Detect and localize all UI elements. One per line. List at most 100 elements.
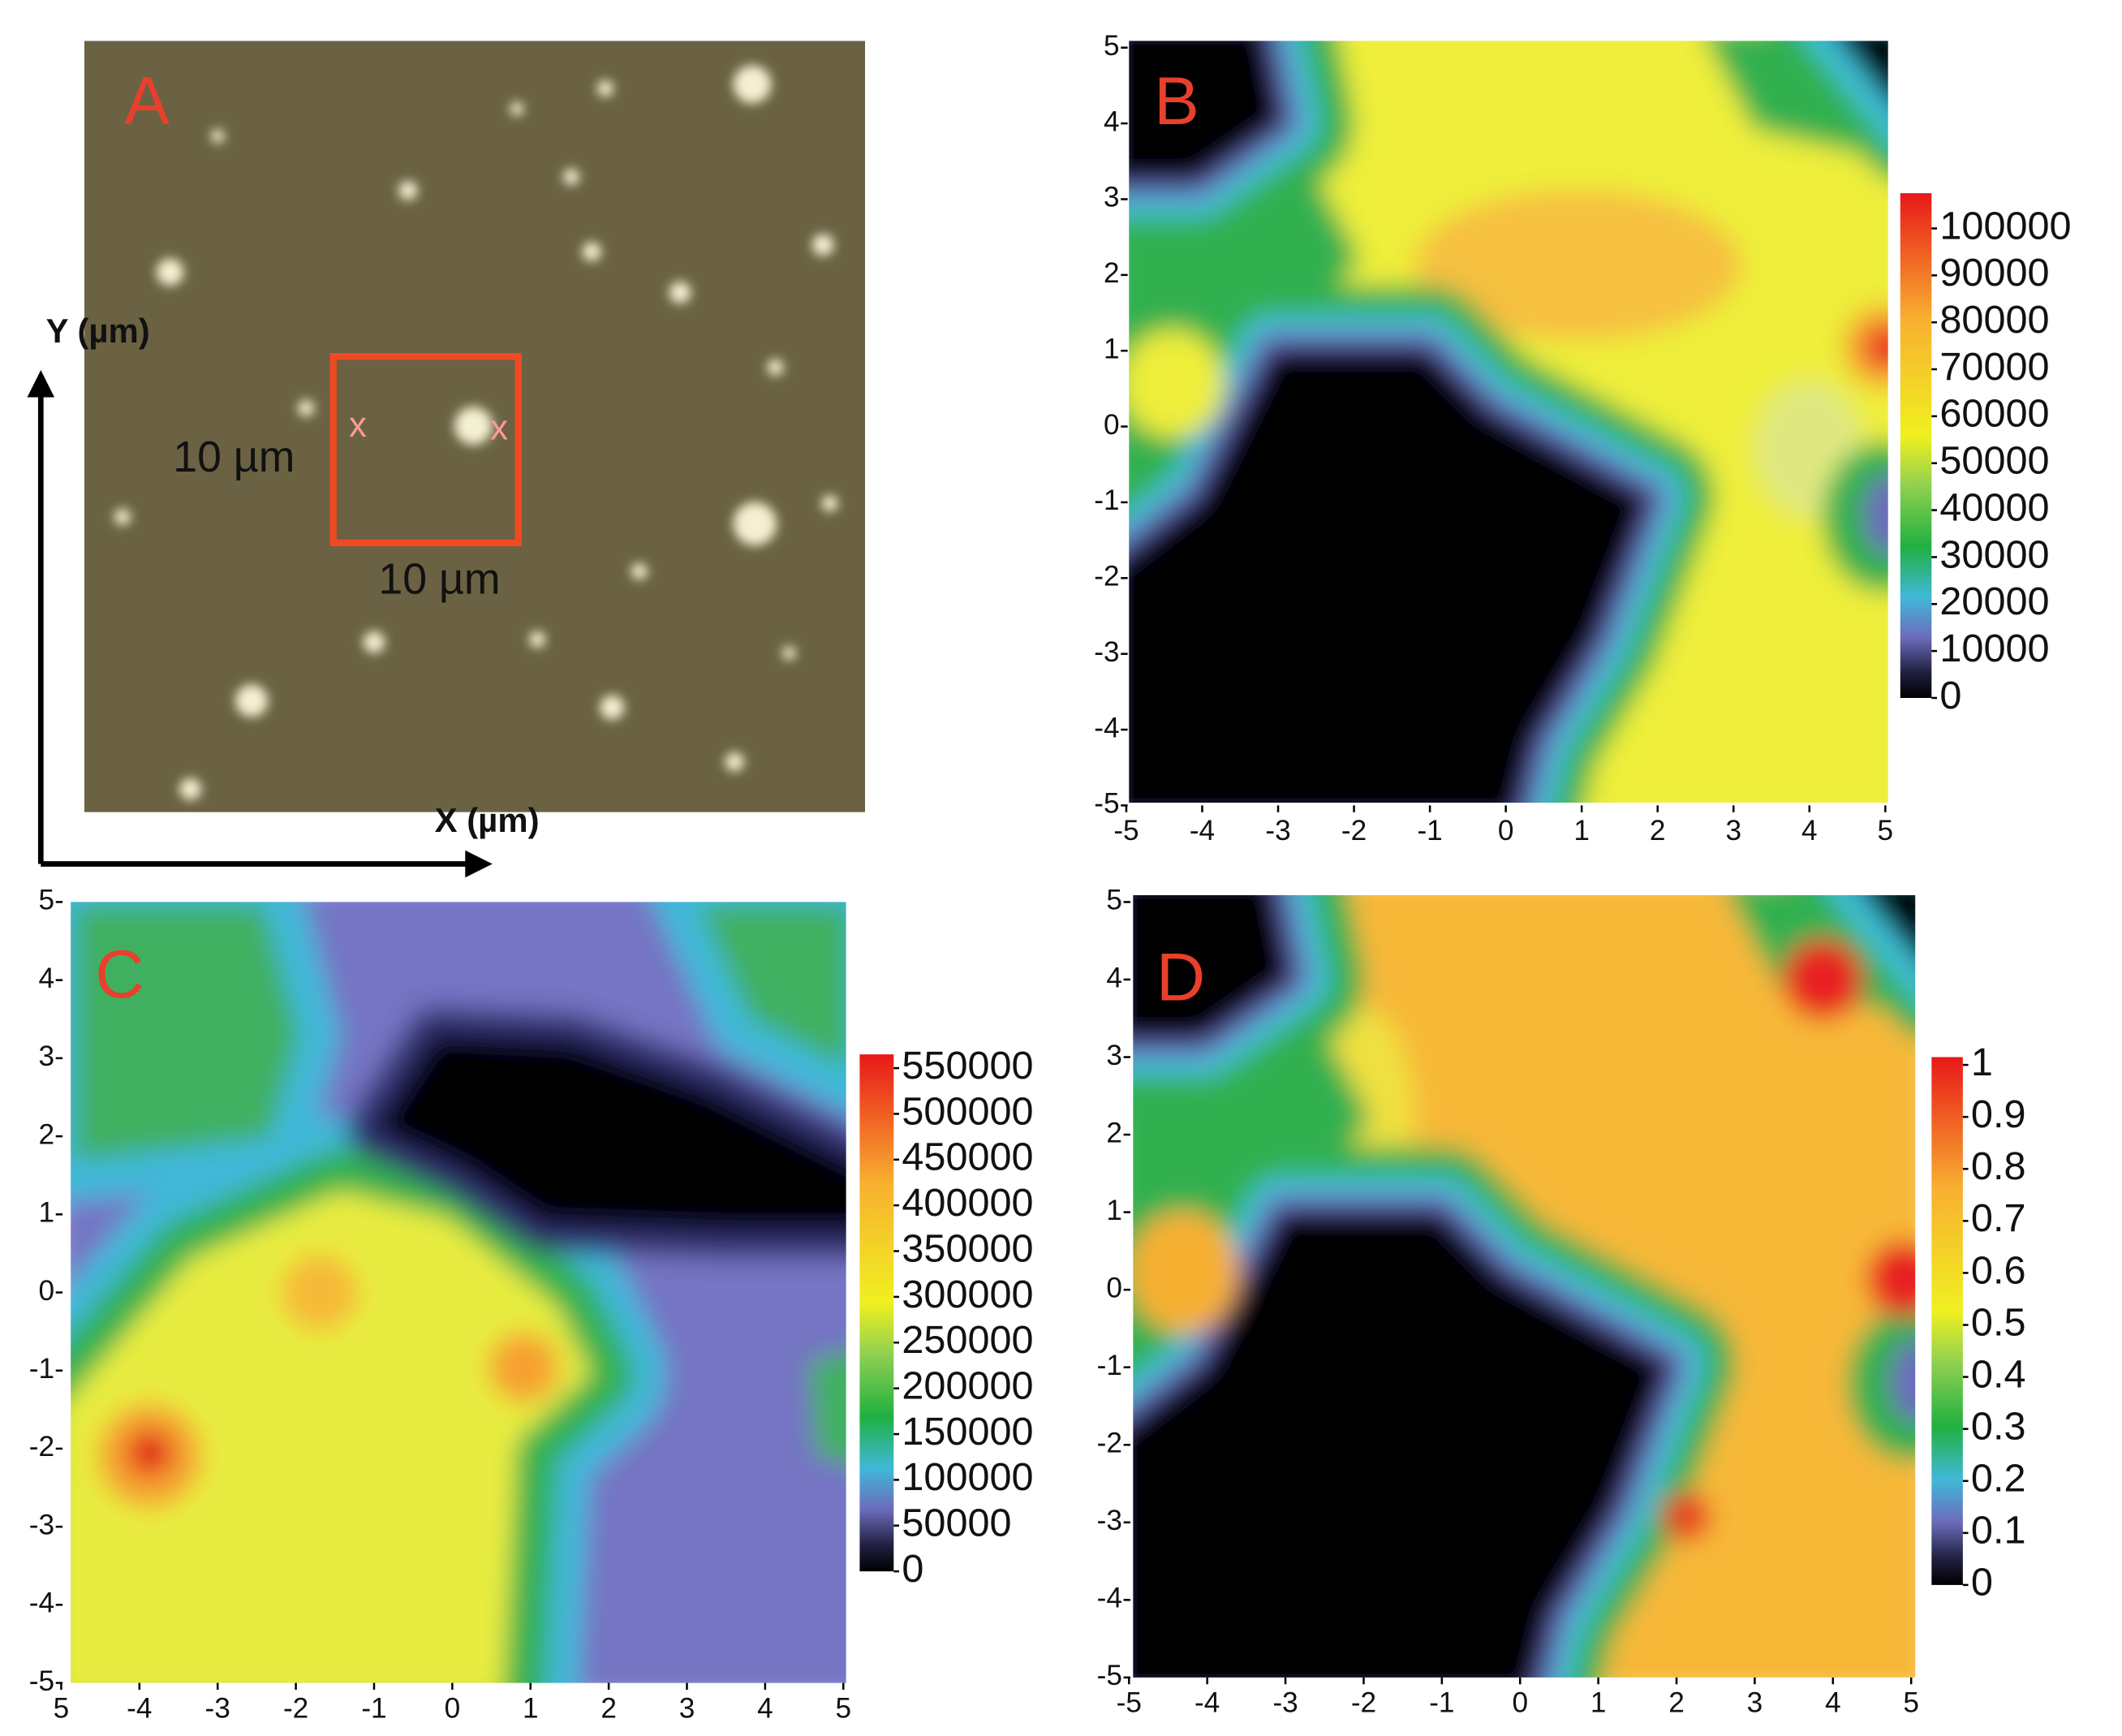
x-tick-label: -4: [1190, 815, 1215, 846]
x-tick-label: 1: [523, 1692, 539, 1724]
y-tick-label: -3: [29, 1509, 54, 1540]
x-tick-label: 0: [1512, 1687, 1528, 1719]
panel-label: C: [95, 936, 144, 1012]
colorbar-tick-label: 150000: [902, 1410, 1033, 1454]
colorbar-tick-label: 450000: [902, 1135, 1033, 1179]
colorbar-tick-label: 20000: [1939, 579, 2049, 623]
y-tick-label: 3: [1104, 182, 1120, 213]
colorbar-tick-label: 0.1: [1971, 1509, 2026, 1553]
x-tick-label: 2: [1650, 815, 1666, 846]
colorbar-tick-label: 400000: [902, 1181, 1033, 1225]
y-tick-label: 4: [38, 963, 54, 994]
colorbar-tick-label: 0: [902, 1547, 923, 1591]
heatmap-field: [1133, 895, 1916, 1678]
colorbar-tick-label: 10000: [1939, 627, 2049, 670]
y-tick-label: 5: [1106, 885, 1122, 916]
x-tick-label: -1: [1429, 1687, 1454, 1719]
y-tick-label: 3: [38, 1040, 54, 1072]
x-tick-label: 3: [1725, 815, 1741, 846]
panel-label: D: [1156, 938, 1206, 1014]
colorbar-tick-label: 90000: [1939, 251, 2049, 295]
colorbar-tick-label: 0.5: [1971, 1300, 2026, 1344]
box-width-label: 10 µm: [378, 555, 500, 604]
colorbar-tick-label: 200000: [902, 1363, 1033, 1407]
colorbar-tick-label: 30000: [1939, 532, 2049, 576]
y-tick-label: 0: [1104, 409, 1120, 441]
y-tick-label: -2: [1094, 561, 1119, 592]
colorbar-tick-label: 0.8: [1971, 1144, 2026, 1188]
x-tick-label: 4: [1801, 815, 1818, 846]
colorbar-tick-label: 0: [1939, 674, 1961, 717]
colorbar-tick-label: 350000: [902, 1226, 1033, 1270]
y-tick-label: 2: [1104, 257, 1120, 289]
colorbar-tick-label: 0.3: [1971, 1405, 2026, 1449]
y-tick-label: 3: [1106, 1040, 1122, 1071]
x-tick-label: 5: [54, 1692, 70, 1724]
colorbar-tick-label: 300000: [902, 1273, 1033, 1316]
x-tick-label: 2: [1668, 1687, 1685, 1719]
colorbar-tick-label: 100000: [1939, 204, 2071, 248]
x-tick-label: 0: [445, 1692, 461, 1724]
y-tick-label: 4: [1104, 106, 1120, 137]
colorbar-tick-label: 0.6: [1971, 1248, 2026, 1292]
y-tick-label: 1: [1106, 1195, 1122, 1226]
x-tick-label: 3: [1747, 1687, 1763, 1719]
colorbar-tick-label: 0.2: [1971, 1457, 2026, 1501]
colorbar: [1900, 193, 1932, 698]
y-tick-label: -5: [1094, 788, 1119, 820]
x-tick-label: -2: [1351, 1687, 1376, 1719]
x-tick-label: -3: [1265, 815, 1290, 846]
colorbar-tick-label: 550000: [902, 1044, 1033, 1088]
x-tick-label: -4: [127, 1692, 152, 1724]
x-tick-label: -5: [1113, 815, 1138, 846]
x-tick-label: 0: [1498, 815, 1514, 846]
y-tick-label: 0: [1106, 1272, 1122, 1303]
region-box: [329, 353, 522, 547]
panel-label: B: [1154, 62, 1199, 139]
x-tick-label: 4: [757, 1692, 773, 1724]
panel-label: A: [124, 62, 170, 139]
y-tick-label: 2: [38, 1118, 54, 1150]
y-tick-label: 5: [38, 885, 54, 916]
y-tick-label: -4: [1094, 712, 1119, 743]
axis-arrow: [37, 387, 474, 867]
x-tick-label: -3: [1272, 1687, 1298, 1719]
colorbar-tick-label: 80000: [1939, 298, 2049, 342]
colorbar-tick-label: 40000: [1939, 485, 2049, 529]
colorbar-tick-label: 1: [1971, 1040, 1993, 1084]
colorbar-tick-label: 100000: [902, 1455, 1033, 1499]
y-tick-label: -5: [1097, 1660, 1122, 1691]
x-tick-label: -1: [361, 1692, 386, 1724]
colorbar: [1931, 1057, 1963, 1585]
y-tick-label: -1: [1097, 1350, 1122, 1381]
colorbar-tick-label: 0.4: [1971, 1352, 2026, 1396]
colorbar-tick-label: 50000: [1939, 439, 2049, 483]
colorbar-tick-label: 60000: [1939, 392, 2049, 436]
y-tick-label: -3: [1094, 636, 1119, 668]
y-tick-label: -4: [29, 1587, 54, 1619]
x-tick-label: 5: [1878, 815, 1894, 846]
y-tick-label: -1: [29, 1353, 54, 1385]
y-tick-label: -2: [1097, 1428, 1122, 1459]
colorbar-tick-label: 0.9: [1971, 1092, 2026, 1136]
y-tick-label: 1: [1104, 333, 1120, 364]
y-tick-label: -5: [29, 1665, 54, 1697]
y-tick-label: -2: [29, 1431, 54, 1462]
colorbar-tick-label: 250000: [902, 1318, 1033, 1362]
x-tick-label: -1: [1417, 815, 1442, 846]
colorbar-tick-label: 0.7: [1971, 1196, 2026, 1240]
heatmap-field: [71, 902, 846, 1683]
x-tick-label: -2: [1341, 815, 1367, 846]
y-tick-label: 4: [1106, 962, 1122, 993]
marker: x: [490, 408, 508, 447]
x-tick-label: 5: [836, 1692, 852, 1724]
box-height-label: 10 µm: [173, 433, 295, 481]
colorbar-tick-label: 0: [1971, 1561, 1993, 1605]
y-tick-label: 1: [38, 1197, 54, 1229]
colorbar-tick-label: 500000: [902, 1089, 1033, 1133]
colorbar-tick-label: 70000: [1939, 345, 2049, 389]
colorbar: [859, 1054, 894, 1572]
colorbar-tick-label: 50000: [902, 1501, 1011, 1545]
x-tick-label: 5: [1903, 1687, 1919, 1719]
micrograph: [84, 41, 866, 812]
